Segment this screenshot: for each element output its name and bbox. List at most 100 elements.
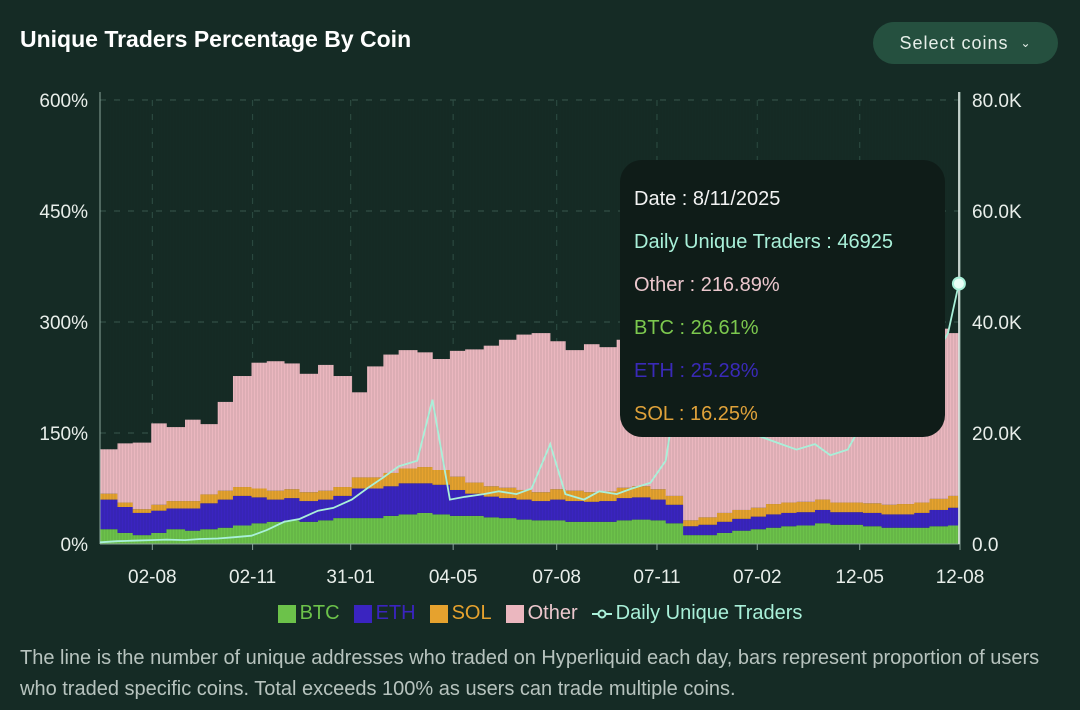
bar-sol (465, 482, 484, 494)
bar-other (284, 363, 300, 490)
bar-sol (531, 492, 551, 502)
bar-btc (650, 520, 667, 544)
x-tick-label: 12-05 (835, 567, 884, 588)
legend-eth[interactable]: ETH (353, 602, 416, 625)
bar-eth (896, 514, 915, 528)
bar-sol (166, 501, 186, 509)
select-coins-label: Select coins (899, 32, 1009, 53)
bar-btc (881, 527, 898, 544)
bar-sol (333, 487, 353, 496)
bar-sol (317, 490, 334, 500)
bar-other (100, 449, 118, 494)
bar-btc (781, 526, 797, 544)
bar-btc (351, 518, 368, 544)
bar-eth (830, 512, 849, 525)
bar-eth (565, 501, 585, 522)
x-tick-label: 04-05 (429, 567, 478, 588)
bar-btc (333, 518, 353, 544)
y-left-tick-label: 450% (39, 202, 88, 223)
bar-eth (683, 526, 699, 536)
bar-btc (317, 520, 334, 544)
legend-other[interactable]: Other (505, 602, 578, 625)
bar-sol (117, 502, 133, 507)
bar-other (449, 350, 466, 477)
bar-eth (266, 499, 285, 522)
bar-eth (417, 483, 433, 513)
legend-swatch-other (505, 604, 524, 623)
chart-footnote: The line is the number of unique address… (20, 647, 1040, 700)
bar-eth (516, 499, 532, 520)
bar-btc (698, 535, 718, 544)
bar-sol (830, 502, 849, 513)
bar-sol (251, 488, 268, 498)
bar-eth (531, 501, 551, 521)
y-right-tick-label: 20.0K (972, 424, 1022, 445)
bar-eth (232, 495, 252, 526)
chevron-down-icon: ⌄ (1020, 36, 1032, 50)
bar-sol (232, 487, 252, 496)
bar-other (200, 424, 219, 495)
bar-btc (765, 527, 782, 544)
bar-other (432, 359, 451, 470)
bar-eth (796, 512, 816, 526)
bar-other (483, 345, 500, 487)
y-left-tick-label: 300% (39, 313, 88, 334)
bar-eth (100, 499, 118, 530)
line-marker-icon (591, 609, 612, 618)
x-tick-label: 12-08 (936, 567, 985, 588)
bar-btc (417, 512, 433, 544)
bar-sol (732, 509, 752, 519)
bar-other (151, 423, 167, 505)
bar-sol (815, 499, 831, 510)
legend-swatch-eth (353, 604, 372, 623)
bar-eth (483, 496, 500, 518)
bar-eth (217, 499, 234, 528)
chart-title: Unique Traders Percentage By Coin (20, 26, 412, 52)
bar-sol (650, 489, 667, 500)
bar-other (166, 427, 186, 502)
tooltip-date: Date : 8/11/2025 (634, 188, 781, 210)
legend-label: SOL (451, 602, 492, 624)
bar-btc (583, 521, 600, 544)
bar-sol (796, 501, 816, 513)
bar-other (367, 366, 384, 478)
bar-sol (200, 494, 219, 504)
bar-eth (550, 499, 566, 521)
y-right-tick-label: 60.0K (972, 202, 1022, 223)
select-coins-button[interactable]: Select coins ⌄ (873, 22, 1058, 64)
bar-sol (583, 492, 600, 502)
bar-sol (185, 501, 201, 509)
bar-eth (781, 512, 797, 527)
bar-eth (166, 508, 186, 530)
chart-tooltip: Date : 8/11/2025 Daily Unique Traders : … (620, 160, 945, 437)
bar-other (398, 350, 418, 469)
bar-eth (465, 493, 484, 516)
bar-eth (881, 514, 898, 528)
bar-eth (914, 512, 930, 528)
bar-btc (232, 525, 252, 544)
bar-eth (200, 503, 219, 530)
bar-sol (151, 504, 167, 511)
bar-eth (151, 510, 167, 533)
x-tick-label: 02-08 (128, 567, 177, 588)
bar-other (333, 376, 353, 488)
bar-sol (948, 495, 960, 508)
legend-sol[interactable]: SOL (429, 602, 492, 625)
bar-other (217, 401, 234, 491)
bar-other (498, 339, 517, 488)
bar-btc (531, 520, 551, 544)
bar-other (232, 376, 252, 488)
bar-sol (449, 476, 466, 490)
x-tick-label: 07-08 (532, 567, 581, 588)
bar-eth (432, 484, 451, 515)
bar-btc (716, 532, 733, 544)
bar-other (465, 349, 484, 483)
bar-sol (351, 477, 368, 489)
bar-sol (665, 495, 684, 505)
legend-btc[interactable]: BTC (277, 602, 340, 625)
chart-legend: BTC ETH SOL Other Daily Unique Traders (0, 602, 1080, 625)
bar-sol (631, 486, 651, 498)
bar-btc (830, 524, 849, 544)
legend-daily-unique-traders[interactable]: Daily Unique Traders (591, 602, 802, 625)
bar-sol (266, 490, 285, 500)
